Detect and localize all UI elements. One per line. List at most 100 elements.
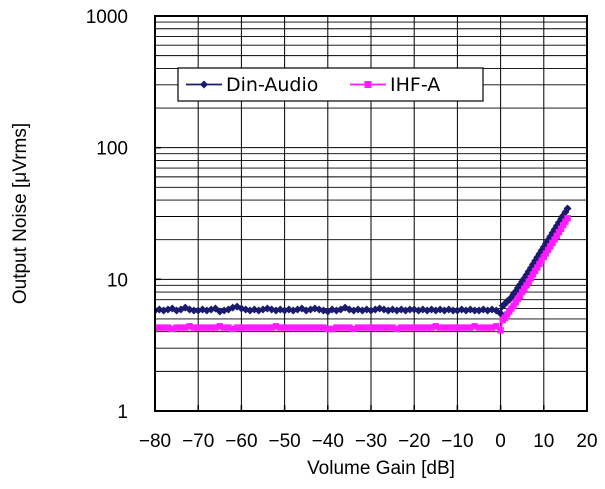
data-point-square — [294, 324, 301, 331]
data-point-square — [298, 324, 306, 331]
data-point-square — [177, 324, 185, 331]
data-point-square — [555, 229, 563, 236]
data-point-square — [303, 324, 310, 331]
x-tick-label: −50 — [268, 431, 300, 452]
data-point-square — [311, 324, 319, 331]
data-point-square — [432, 323, 439, 330]
data-point-square — [186, 323, 193, 330]
data-point-square — [238, 324, 245, 331]
data-point-square — [354, 324, 362, 331]
data-point-square — [510, 302, 517, 309]
data-point-square — [512, 299, 519, 306]
data-point-square — [398, 324, 405, 331]
data-point-square — [553, 232, 560, 240]
data-point-square — [497, 327, 504, 334]
data-point-square — [449, 324, 457, 331]
data-point-square — [372, 324, 379, 331]
data-point-square — [255, 324, 262, 331]
data-point-square — [467, 324, 474, 331]
data-point-square — [562, 218, 569, 225]
data-point-square — [195, 324, 202, 331]
y-tick-label: 100 — [96, 139, 128, 160]
data-point-square — [324, 325, 331, 333]
x-tick-label: 0 — [495, 431, 506, 452]
data-point-square — [290, 324, 297, 331]
legend-item-din-audio: Din-Audio — [186, 74, 318, 96]
data-point-square — [557, 225, 565, 232]
data-point-square — [268, 324, 275, 331]
data-point-square — [385, 324, 392, 331]
data-point-square — [436, 324, 444, 331]
data-point-square — [538, 257, 545, 264]
data-point-square — [156, 324, 163, 331]
series-line — [155, 208, 569, 315]
data-point-diamond — [563, 204, 572, 213]
x-tick-label: −70 — [182, 431, 214, 452]
legend-swatch-diamond-marker — [200, 80, 208, 89]
legend-box — [177, 67, 484, 102]
data-point-square — [367, 324, 375, 331]
x-tick-label: 20 — [576, 431, 597, 452]
x-tick-label: −60 — [225, 431, 257, 452]
data-point-square — [337, 324, 344, 331]
y-tick-label: 1 — [117, 402, 128, 423]
data-point-square — [536, 260, 543, 268]
data-point-square — [307, 324, 314, 331]
data-point-square — [406, 324, 414, 331]
x-tick-label: −30 — [355, 431, 387, 452]
data-point-diamond — [189, 306, 198, 315]
data-point-square — [458, 324, 465, 331]
data-point-square — [216, 323, 223, 330]
x-tick-label: −40 — [312, 431, 344, 452]
data-point-square — [564, 215, 571, 222]
data-point-square — [346, 324, 353, 331]
data-point-square — [389, 324, 396, 331]
series-layer — [155, 204, 572, 334]
data-point-square — [350, 325, 357, 333]
data-point-square — [551, 236, 558, 243]
legend: Din-Audio IHF-A — [177, 67, 484, 102]
data-point-square — [169, 325, 176, 333]
y-tick-label: 10 — [107, 270, 128, 291]
data-point-square — [164, 324, 172, 331]
data-point-square — [519, 288, 526, 296]
data-point-square — [534, 264, 541, 271]
data-point-square — [523, 282, 530, 289]
data-point-square — [531, 267, 539, 275]
data-point-square — [315, 324, 323, 331]
data-point-diamond — [405, 305, 414, 314]
data-point-square — [454, 324, 461, 331]
data-point-square — [203, 324, 211, 331]
data-point-square — [320, 324, 327, 331]
data-point-square — [359, 324, 366, 331]
data-point-square — [560, 221, 567, 229]
data-point-square — [341, 324, 349, 331]
data-point-square — [484, 324, 491, 331]
x-tick-label: −10 — [441, 431, 473, 452]
data-point-diamond — [449, 306, 458, 315]
y-axis-ticks: 1 10 100 1000 — [86, 7, 161, 423]
data-point-square — [259, 324, 267, 331]
data-point-square — [229, 325, 236, 333]
data-point-diamond — [470, 306, 479, 315]
legend-item-ihf-a: IHF-A — [350, 74, 440, 96]
data-point-square — [220, 324, 228, 331]
data-point-square — [516, 292, 524, 299]
legend-label: Din-Audio — [226, 74, 318, 96]
data-point-square — [411, 324, 418, 331]
data-point-square — [182, 324, 189, 331]
data-point-square — [525, 278, 532, 285]
data-point-square — [285, 324, 293, 331]
data-point-square — [225, 324, 232, 331]
data-point-square — [242, 324, 249, 331]
data-point-square — [246, 324, 254, 331]
data-point-square — [462, 324, 470, 331]
data-point-square — [212, 324, 219, 331]
data-point-square — [264, 324, 271, 331]
data-point-square — [251, 324, 258, 331]
data-point-diamond — [507, 293, 516, 302]
data-point-square — [199, 324, 206, 331]
data-point-square — [281, 324, 288, 331]
data-point-square — [277, 324, 284, 331]
data-point-square — [402, 324, 409, 331]
